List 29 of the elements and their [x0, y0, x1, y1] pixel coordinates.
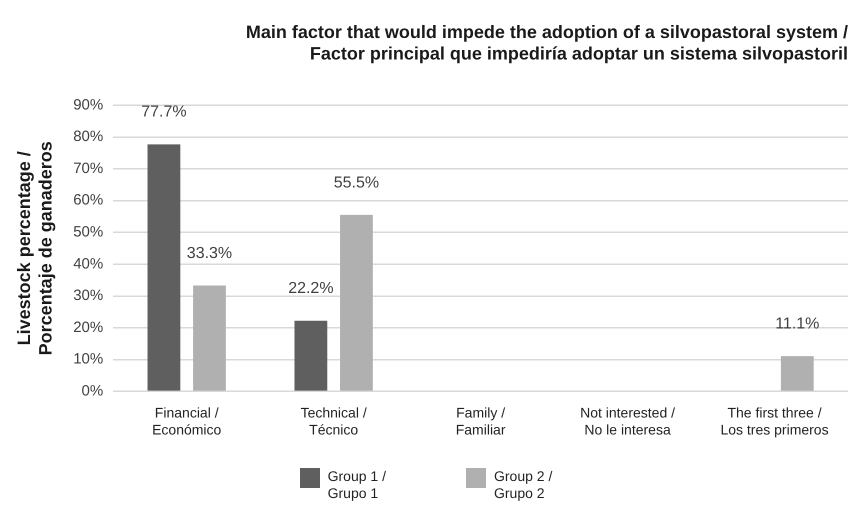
y-tick-label: 10%	[73, 350, 104, 368]
y-tick-label: 20%	[73, 318, 104, 336]
legend-label: Group 2 / Grupo 2	[494, 468, 552, 502]
y-tick-label: 90%	[73, 96, 104, 114]
y-tick-label: 80%	[73, 128, 104, 146]
x-tick-label: Financial / Económico	[152, 404, 222, 438]
bar	[780, 356, 814, 391]
y-axis-title: Livestock percentage / Porcentaje de ganaderos	[14, 141, 56, 356]
y-tick-label: 0%	[82, 382, 104, 400]
y-tick-label: 40%	[73, 255, 104, 272]
y-tick-label: 30%	[73, 287, 104, 304]
y-tick-label: 60%	[73, 192, 104, 209]
y-tick-label: 70%	[73, 160, 104, 177]
data-label: 55.5%	[334, 174, 380, 192]
x-tick-label: Technical / Técnico	[300, 404, 367, 438]
bar	[193, 286, 226, 391]
chart-title: Main factor that would impede the adoption of a silvopastoral system / Factor principal que impediría adoptar un sistema silvopastoril	[246, 22, 848, 64]
data-label: 22.2%	[288, 280, 334, 298]
x-tick-label: Family / Familiar	[456, 404, 506, 438]
y-tick-label: 50%	[73, 224, 104, 241]
x-tick-label: The first three / Los tres primeros	[720, 404, 829, 438]
bar	[294, 320, 328, 391]
legend-label: Group 1 / Grupo 1	[328, 468, 386, 502]
data-label: 33.3%	[186, 244, 232, 262]
x-tick-label: Not interested / No le interesa	[580, 404, 676, 438]
data-label: 77.7%	[141, 104, 187, 121]
data-label: 11.1%	[775, 316, 820, 333]
bar	[340, 214, 373, 391]
bar	[148, 144, 180, 391]
